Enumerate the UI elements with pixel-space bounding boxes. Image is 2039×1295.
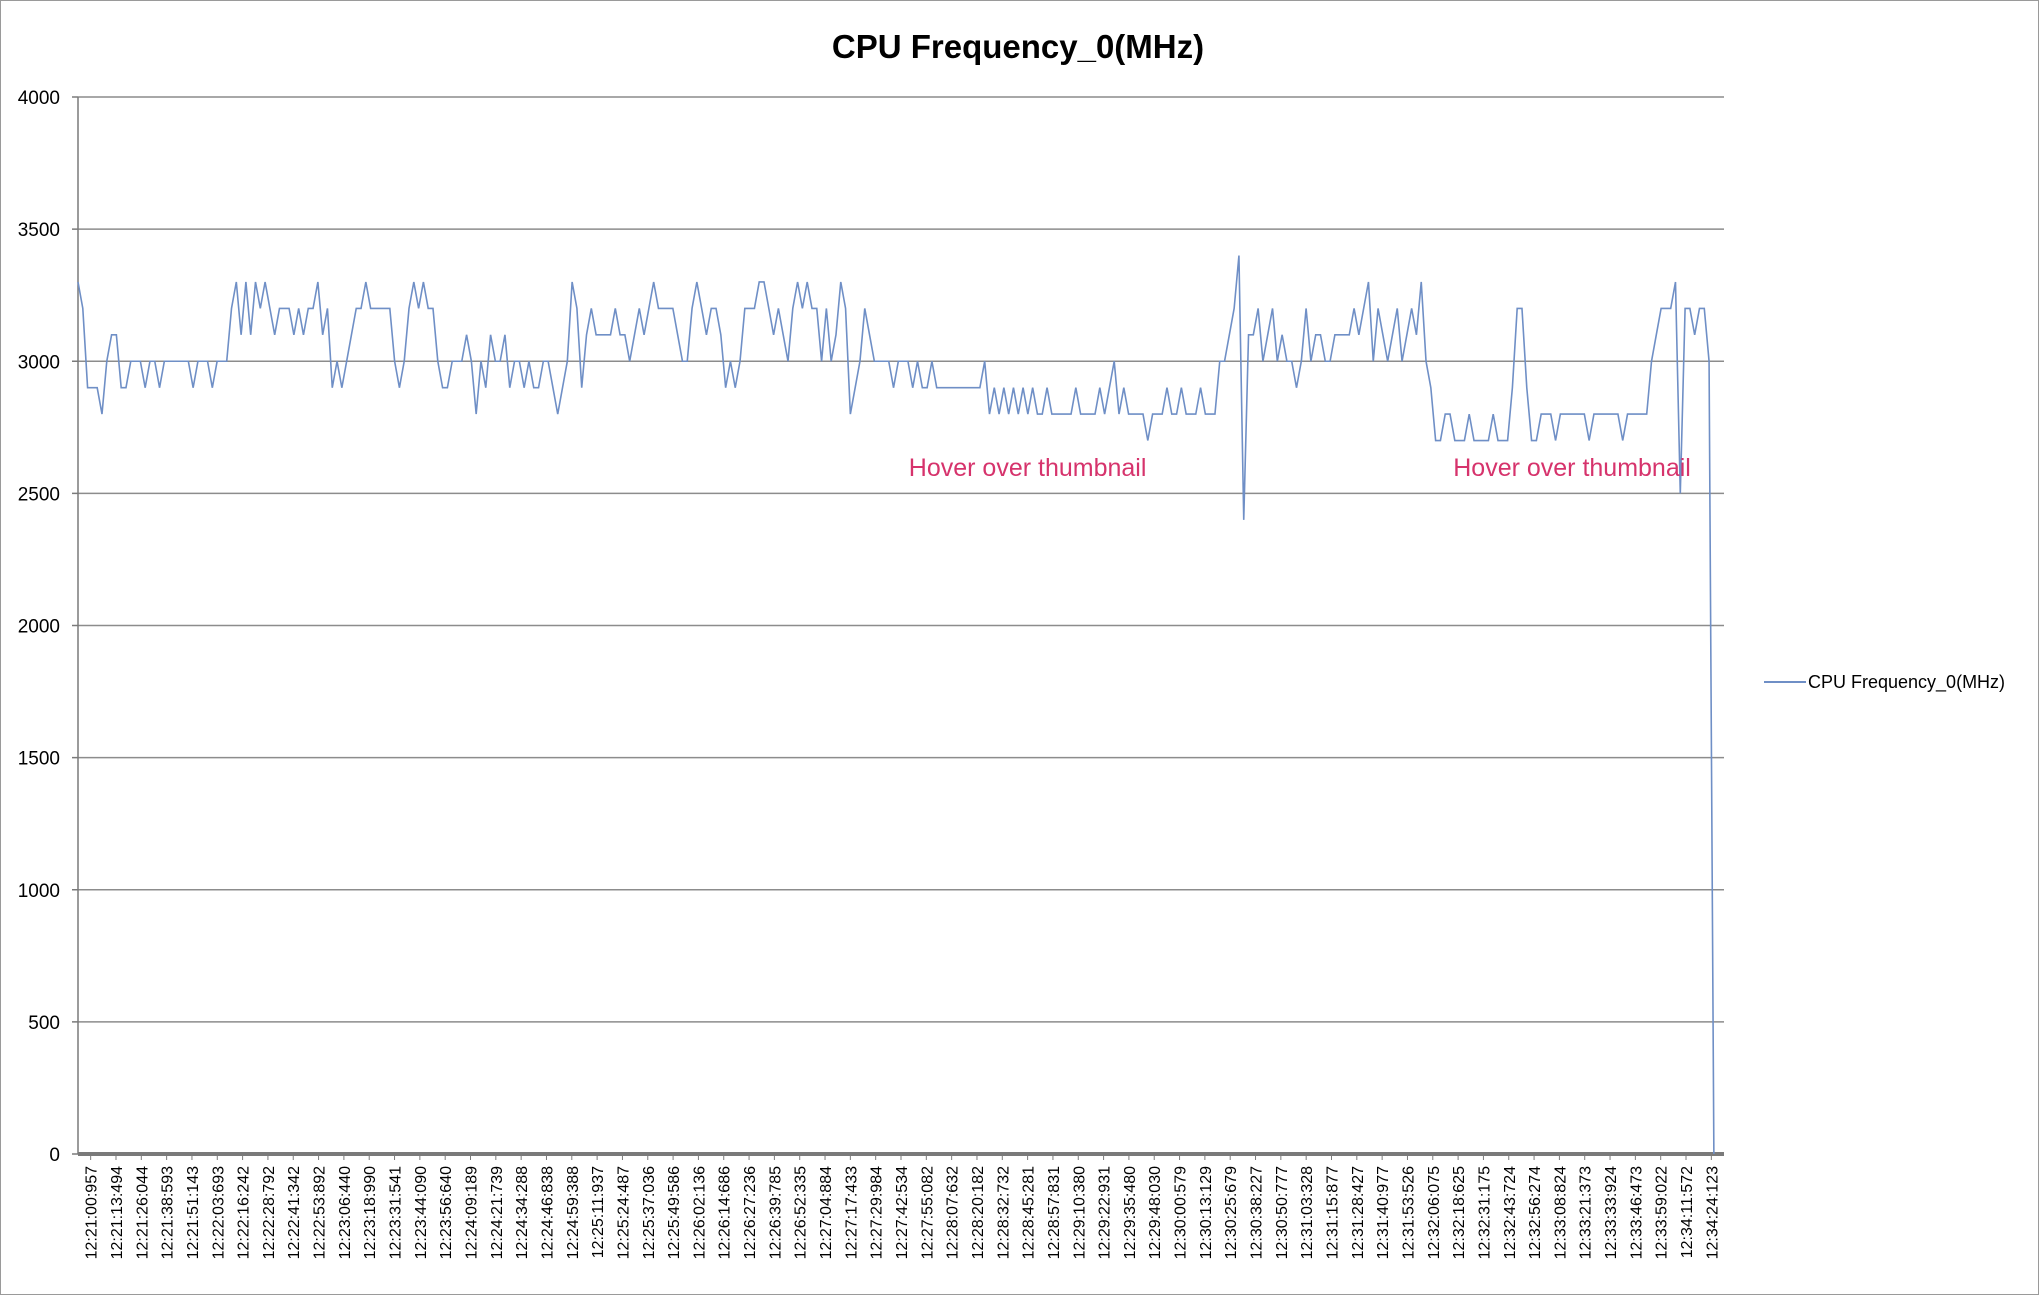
legend-label: CPU Frequency_0(MHz): [1808, 672, 2005, 693]
y-tick-label: 1000: [18, 881, 60, 902]
chart-title: CPU Frequency_0(MHz): [832, 28, 1204, 65]
legend: CPU Frequency_0(MHz): [1764, 672, 2005, 693]
x-tick-label: 12:27:42:534: [894, 1166, 911, 1260]
x-tick-label: 12:31:40:977: [1375, 1166, 1392, 1260]
x-tick-label: 12:33:59:022: [1654, 1166, 1671, 1260]
y-tick-label: 4000: [18, 88, 60, 109]
x-tick-label: 12:25:49:586: [666, 1166, 683, 1260]
x-tick-label: 12:29:35:480: [1122, 1166, 1139, 1260]
x-tick-label: 12:21:00:957: [84, 1166, 101, 1260]
x-tick-label: 12:28:07:632: [945, 1166, 962, 1260]
x-tick-label: 12:28:20:182: [970, 1166, 987, 1260]
x-tick-label: 12:33:08:824: [1552, 1166, 1569, 1260]
x-tick-label: 12:22:28:792: [261, 1166, 278, 1260]
x-tick-label: 12:29:48:030: [1147, 1166, 1164, 1260]
x-tick-label: 12:21:26:044: [134, 1166, 151, 1260]
x-tick-label: 12:23:56:640: [438, 1166, 455, 1260]
x-tick-label: 12:24:46:838: [539, 1166, 556, 1260]
x-tick-label: 12:30:50:777: [1274, 1166, 1291, 1260]
x-tick-label: 12:30:25:679: [1223, 1166, 1240, 1260]
x-tick-label: 12:22:16:242: [236, 1166, 253, 1260]
x-tick-label: 12:25:24:487: [615, 1166, 632, 1260]
x-tick-label: 12:26:39:785: [767, 1166, 784, 1260]
x-tick-label: 12:21:13:494: [109, 1166, 126, 1260]
x-tick-label: 12:31:03:328: [1299, 1166, 1316, 1260]
x-tick-label: 12:24:34:288: [514, 1166, 531, 1260]
x-tick-label: 12:32:06:075: [1426, 1166, 1443, 1260]
x-tick-label: 12:28:45:281: [1021, 1166, 1038, 1260]
x-tick-label: 12:26:14:686: [717, 1166, 734, 1260]
annotation-label: Hover over thumbnail: [909, 454, 1147, 482]
x-tick-label: 12:32:18:625: [1451, 1166, 1468, 1260]
y-tick-label: 2500: [18, 484, 60, 505]
x-tick-label: 12:23:18:990: [362, 1166, 379, 1260]
y-tick-label: 3500: [18, 220, 60, 241]
x-tick-label: 12:28:57:831: [1046, 1166, 1063, 1260]
x-tick-label: 12:23:06:440: [337, 1166, 354, 1260]
x-tick-label: 12:23:44:090: [413, 1166, 430, 1260]
y-tick-label: 3000: [18, 352, 60, 373]
x-tick-label: 12:22:53:892: [312, 1166, 329, 1260]
x-tick-label: 12:32:31:175: [1476, 1166, 1493, 1260]
x-tick-label: 12:33:33:924: [1603, 1166, 1620, 1260]
x-tick-label: 12:29:22:931: [1097, 1166, 1114, 1260]
y-tick-label: 500: [28, 1013, 60, 1034]
x-axis: 12:21:00:957 12:21:13:494 12:21:26:044 12:2…: [78, 1152, 1724, 1260]
x-tick-label: 12:25:37:036: [641, 1166, 658, 1260]
x-tick-label: 12:23:31:541: [388, 1166, 405, 1260]
x-tick-label: 12:22:03:693: [210, 1166, 227, 1260]
x-tick-label: 12:26:27:236: [742, 1166, 759, 1260]
annotations: Hover over thumbnail Hover over thumbnail: [909, 454, 1691, 482]
x-tick-label: 12:25:11:937: [590, 1166, 607, 1258]
x-tick-label: 12:21:51:143: [185, 1166, 202, 1260]
y-axis: 0 500 1000 1500 2000 2500 3000 3500 4000: [18, 88, 79, 1166]
x-tick-label: 12:27:04:884: [818, 1166, 835, 1260]
x-tick-label: 12:27:29:984: [869, 1166, 886, 1260]
series-layer: [77, 255, 1715, 1155]
x-tick-label: 12:33:46:473: [1628, 1166, 1645, 1260]
y-tick-label: 0: [49, 1145, 60, 1166]
x-tick-label: 12:30:38:227: [1249, 1166, 1266, 1260]
x-tick-label: 12:24:09:189: [464, 1166, 481, 1260]
x-tick-label: 12:31:28:427: [1350, 1166, 1367, 1260]
y-tick-label: 1500: [18, 749, 60, 770]
x-tick-label: 12:27:55:082: [919, 1166, 936, 1260]
x-tick-label: 12:30:13:129: [1198, 1166, 1215, 1260]
y-tick-label: 2000: [18, 617, 60, 638]
x-tick-label: 12:33:21:373: [1578, 1166, 1595, 1260]
series-line-0: [77, 255, 1715, 1155]
x-tick-label: 12:27:17:433: [843, 1166, 860, 1260]
x-tick-label: 12:21:38:593: [160, 1166, 177, 1260]
x-tick-label: 12:28:32:732: [995, 1166, 1012, 1260]
x-tick-label: 12:34:24:123: [1704, 1166, 1721, 1260]
x-tick-label: 12:22:41:342: [286, 1166, 303, 1260]
x-tick-label: 12:26:02:136: [691, 1166, 708, 1260]
grid-lines: [78, 96, 1724, 1023]
annotation-label: Hover over thumbnail: [1453, 454, 1691, 482]
x-tick-label: 12:31:53:526: [1400, 1166, 1417, 1260]
x-tick-label: 12:24:21:739: [489, 1166, 506, 1260]
x-tick-label: 12:32:43:724: [1502, 1166, 1519, 1260]
x-tick-label: 12:26:52:335: [793, 1166, 810, 1260]
x-tick-label: 12:34:11:572: [1679, 1166, 1696, 1258]
x-tick-label: 12:30:00:579: [1173, 1166, 1190, 1260]
x-tick-label: 12:29:10:380: [1071, 1166, 1088, 1260]
x-tick-label: 12:32:56:274: [1527, 1166, 1544, 1260]
x-tick-label: 12:31:15:877: [1324, 1166, 1341, 1260]
x-tick-label: 12:24:59:388: [565, 1166, 582, 1260]
